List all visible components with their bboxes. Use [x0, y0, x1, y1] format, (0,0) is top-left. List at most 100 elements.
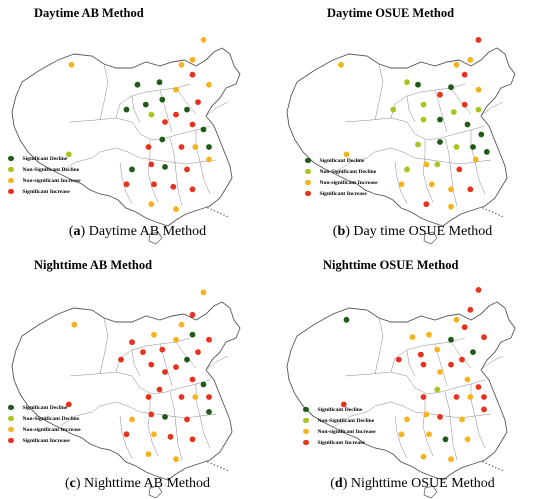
island-dot [213, 210, 216, 212]
figure-caption: (a) Daytime AB Method [68, 224, 207, 239]
province-border [147, 140, 159, 203]
legend-item-significant-decline: Significant Decline [8, 153, 81, 164]
station-marker [162, 369, 168, 375]
station-marker [453, 61, 460, 68]
legend-label: Significant Increase [22, 188, 70, 195]
station-marker [467, 394, 474, 400]
legend-label: Significant Decline [22, 155, 68, 162]
station-marker [475, 287, 482, 293]
island-dot [495, 466, 497, 469]
province-border [175, 341, 197, 369]
station-marker [420, 101, 427, 108]
caption-text: Day time OSUE Method [353, 224, 493, 239]
station-marker [173, 206, 179, 213]
province-border [205, 355, 229, 371]
legend-item-non-significant-decline: Non-Significant Decline [305, 166, 378, 177]
station-marker [472, 156, 479, 163]
station-marker [206, 81, 212, 88]
station-marker [134, 81, 141, 88]
legend-dot [305, 179, 311, 186]
station-marker [200, 126, 207, 133]
legend: Significant Decline Non-Significant Decl… [8, 153, 81, 197]
legend-label: Significant Increase [317, 439, 365, 446]
station-marker [464, 121, 471, 128]
legend-dot [8, 415, 14, 422]
legend: Significant Decline Non-Significant Decl… [303, 404, 376, 448]
legend-label: Non-Significant Decline [22, 166, 80, 173]
island-dot [220, 212, 222, 215]
province-border [374, 147, 492, 165]
station-marker [189, 376, 196, 383]
province-border [434, 89, 448, 133]
station-marker [200, 289, 207, 296]
station-marker [206, 144, 212, 150]
station-marker [189, 311, 196, 318]
province-border [394, 415, 408, 459]
province-border [205, 101, 229, 117]
station-marker [420, 453, 427, 460]
station-marker [159, 96, 166, 103]
station-marker [404, 416, 410, 423]
station-marker [340, 401, 347, 408]
station-marker [475, 37, 482, 43]
station-marker [437, 414, 443, 420]
station-marker [423, 161, 430, 168]
legend-item-significant-increase: Significant Increase [303, 437, 376, 448]
map-geometry [11, 37, 241, 245]
island-outline [148, 485, 163, 499]
station-marker [159, 136, 166, 143]
station-marker [148, 361, 155, 368]
station-marker [192, 394, 199, 400]
island-dot [226, 215, 228, 218]
station-marker [461, 101, 468, 108]
station-marker [189, 71, 196, 78]
province-border [99, 63, 109, 121]
station-marker [142, 101, 149, 108]
station-marker [448, 186, 454, 193]
province-border [334, 151, 376, 173]
station-marker [470, 349, 476, 355]
station-marker [434, 161, 441, 168]
station-marker [448, 336, 454, 343]
station-marker [481, 394, 487, 400]
station-marker [206, 336, 212, 343]
legend-item-significant-increase: Significant Increase [8, 186, 81, 197]
china-map-b [286, 37, 516, 245]
legend-dot [8, 437, 14, 444]
legend: Significant Decline Non-Significant Decl… [8, 402, 81, 446]
station-marker [404, 166, 410, 173]
country-outline [286, 301, 516, 481]
station-marker [178, 394, 185, 400]
station-marker [123, 431, 130, 438]
station-marker [398, 181, 405, 188]
province-border [195, 130, 211, 195]
island-dot [485, 208, 487, 211]
province-border [99, 317, 109, 375]
legend-item-non-significant-increase: Non-significant Increase [305, 177, 378, 188]
station-marker [448, 84, 454, 91]
station-marker [148, 111, 155, 118]
island-dot [226, 469, 228, 472]
province-border [422, 140, 434, 203]
island-outline [423, 231, 438, 245]
legend-dot [303, 428, 309, 435]
station-marker [151, 431, 157, 438]
station-marker [129, 339, 135, 346]
station-marker [343, 316, 350, 323]
legend-label: Non-significant Increase [22, 177, 81, 184]
station-marker [195, 349, 201, 355]
map-geometry [11, 289, 241, 499]
legend-item-non-significant-increase: Non-significant Increase [8, 424, 81, 435]
island-dot [491, 465, 494, 467]
province-border [406, 349, 416, 377]
island-dot [488, 210, 491, 212]
station-marker [170, 183, 177, 190]
station-marker [206, 394, 212, 400]
country-outline [11, 47, 241, 227]
island-dot [210, 462, 212, 465]
province-border [374, 317, 384, 375]
station-marker [442, 436, 449, 443]
station-marker [417, 351, 424, 358]
map-title: Nighttime AB Method [34, 258, 153, 272]
legend-dot [305, 168, 311, 175]
